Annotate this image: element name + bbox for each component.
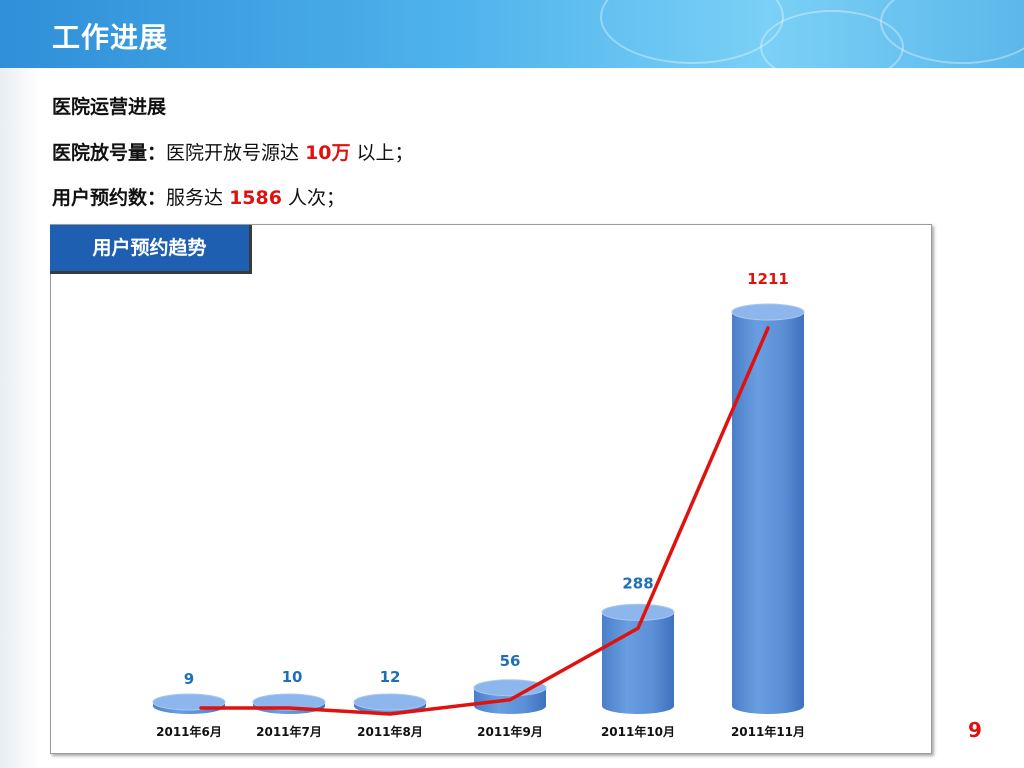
value-label-5: 288 bbox=[622, 574, 653, 592]
bar-top bbox=[731, 303, 805, 321]
section-heading: 医院运营进展 bbox=[52, 96, 167, 118]
category-label-2: 2011年7月 bbox=[256, 724, 322, 739]
registration-suffix: 以上； bbox=[350, 142, 414, 164]
chart-title-tag: 用户预约趋势 bbox=[50, 225, 252, 274]
chart-title: 用户预约趋势 bbox=[92, 237, 207, 259]
bar-5 bbox=[601, 603, 675, 714]
bar-top bbox=[152, 693, 226, 711]
appointment-value: 1586 bbox=[229, 187, 282, 209]
page-title: 工作进展 bbox=[52, 21, 169, 54]
category-label-5: 2011年10月 bbox=[601, 724, 675, 739]
appointment-text: 服务达 bbox=[166, 187, 230, 209]
value-label-6: 1211 bbox=[747, 270, 789, 288]
bar-1 bbox=[152, 693, 226, 714]
header-banner: 工作进展 bbox=[0, 0, 1024, 68]
trend-line bbox=[199, 326, 770, 716]
value-label-3: 12 bbox=[380, 668, 401, 686]
category-label-1: 2011年6月 bbox=[156, 724, 222, 739]
category-label-6: 2011年11月 bbox=[731, 724, 805, 739]
left-shade bbox=[0, 68, 40, 768]
bar-6 bbox=[731, 303, 805, 714]
bar-top bbox=[252, 693, 326, 711]
appointment-line: 用户预约数：服务达 1586 人次； bbox=[52, 183, 345, 210]
category-label-3: 2011年8月 bbox=[357, 724, 423, 739]
value-label-4: 56 bbox=[500, 652, 521, 670]
category-label-4: 2011年9月 bbox=[477, 724, 543, 739]
value-label-2: 10 bbox=[282, 668, 303, 686]
registration-text: 医院开放号源达 bbox=[166, 142, 306, 164]
bar-top bbox=[473, 679, 547, 697]
page-number: 9 bbox=[968, 718, 982, 742]
bar-top bbox=[601, 603, 675, 621]
registration-label: 医院放号量： bbox=[52, 142, 167, 164]
registration-line: 医院放号量：医院开放号源达 10万 以上； bbox=[52, 138, 414, 165]
appointment-label: 用户预约数： bbox=[52, 187, 167, 209]
registration-value: 10万 bbox=[305, 142, 351, 164]
appointment-suffix: 人次； bbox=[281, 187, 345, 209]
bar-body bbox=[732, 312, 804, 714]
value-label-1: 9 bbox=[184, 670, 194, 688]
bar-top bbox=[353, 693, 427, 711]
